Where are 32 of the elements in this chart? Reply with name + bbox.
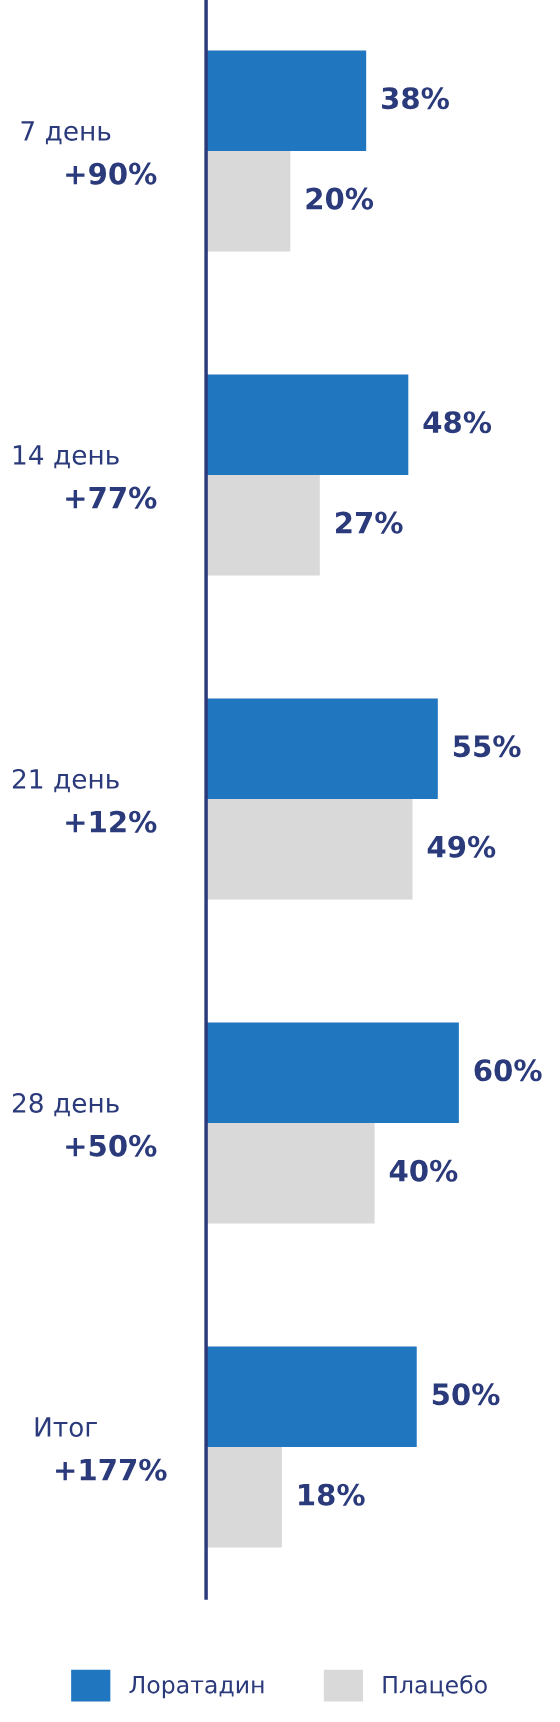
data-label: 40% [389, 1159, 458, 1182]
legend-label: Лоратадин [129, 1676, 264, 1699]
text: +77% [66, 486, 157, 509]
text: +177% [56, 1458, 167, 1481]
y-tick-label: 7 день [21, 121, 111, 145]
data-label: 49% [427, 835, 496, 858]
bar [206, 374, 409, 475]
bar [206, 150, 291, 252]
bar [206, 698, 438, 800]
y-tick-label: Итог [35, 1417, 97, 1437]
bar [206, 1022, 459, 1124]
data-label: 20% [306, 187, 374, 210]
text: +90% [66, 162, 157, 185]
text: +50% [66, 1134, 157, 1157]
data-label: 18% [299, 1483, 365, 1506]
y-tick-label: 14 день [13, 445, 119, 469]
data-label: 50% [432, 1383, 500, 1406]
bar [206, 1123, 375, 1224]
bar [206, 799, 413, 900]
data-label: 27% [336, 511, 403, 534]
text: +12% [66, 810, 157, 833]
bar [206, 50, 367, 151]
data-label: 48% [423, 411, 492, 434]
bar [206, 475, 320, 576]
data-label: 55% [453, 735, 521, 758]
y-tick-label: 28 день [12, 1092, 119, 1117]
data-label: 60% [474, 1059, 542, 1082]
data-label: 38% [382, 87, 449, 110]
y-tick-label: 21 день [12, 768, 119, 793]
bar [206, 1447, 282, 1548]
bar [206, 1346, 417, 1448]
legend-label: Плацебо [383, 1674, 487, 1697]
